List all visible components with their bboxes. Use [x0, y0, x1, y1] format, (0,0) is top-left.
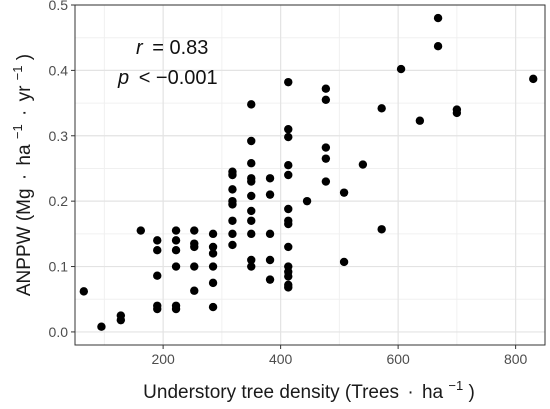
data-point [247, 177, 255, 185]
data-point [228, 185, 236, 193]
data-point [529, 75, 537, 83]
y-axis-title: ANPPW (Mg · ha −1 · yr −1 ) [6, 54, 35, 296]
data-point [284, 171, 292, 179]
data-point [266, 230, 274, 238]
data-point [266, 256, 274, 264]
data-point [266, 275, 274, 283]
data-point [172, 246, 180, 254]
data-point [172, 226, 180, 234]
data-point [377, 104, 385, 112]
data-point [209, 262, 217, 270]
data-point [97, 322, 105, 330]
data-point [190, 226, 198, 234]
data-point [340, 258, 348, 266]
data-point [209, 249, 217, 257]
data-point [228, 171, 236, 179]
data-point [247, 100, 255, 108]
data-point [284, 283, 292, 291]
data-point [247, 137, 255, 145]
data-point [284, 243, 292, 251]
data-point [284, 133, 292, 141]
data-point [266, 174, 274, 182]
y-tick-label: 0.4 [49, 62, 69, 78]
data-point [247, 217, 255, 225]
data-point [284, 125, 292, 133]
data-point [284, 161, 292, 169]
data-point [137, 226, 145, 234]
correlation-annotation: r = 0.83 [136, 37, 208, 59]
data-points [80, 14, 538, 331]
p-symbol: p [117, 67, 129, 89]
x-tick-label: 600 [386, 351, 410, 367]
x-tick-label: 200 [151, 351, 175, 367]
data-point [434, 14, 442, 22]
data-point [172, 262, 180, 270]
y-tick-label: 0.2 [49, 193, 69, 209]
data-point [209, 279, 217, 287]
data-point [397, 65, 405, 73]
data-point [117, 316, 125, 324]
data-point [266, 190, 274, 198]
data-point [284, 205, 292, 213]
data-point [322, 154, 330, 162]
data-point [153, 305, 161, 313]
data-point [228, 200, 236, 208]
data-point [190, 243, 198, 251]
data-point [377, 225, 385, 233]
data-point [153, 246, 161, 254]
r-symbol: r [136, 37, 144, 59]
data-point [228, 217, 236, 225]
data-point [416, 117, 424, 125]
data-point [153, 271, 161, 279]
y-tick-label: 0.3 [49, 128, 69, 144]
data-point [284, 78, 292, 86]
data-point [80, 287, 88, 295]
data-point [303, 197, 311, 205]
data-point [247, 192, 255, 200]
data-point [172, 305, 180, 313]
data-point [322, 177, 330, 185]
data-point [228, 241, 236, 249]
y-axis-ticks: 0.0 0.1 0.2 0.3 0.4 0.5 [49, 0, 75, 340]
data-point [153, 236, 161, 244]
p-value-annotation: p < −0.001 [117, 67, 218, 89]
data-point [247, 159, 255, 167]
data-point [190, 287, 198, 295]
y-tick-label: 0.0 [49, 324, 69, 340]
data-point [228, 230, 236, 238]
data-point [209, 230, 217, 238]
x-tick-label: 800 [504, 351, 528, 367]
p-value: < −0.001 [139, 67, 218, 89]
data-point [247, 262, 255, 270]
data-point [247, 230, 255, 238]
data-point [247, 207, 255, 215]
data-point [453, 109, 461, 117]
x-tick-label: 400 [269, 351, 293, 367]
data-point [172, 236, 180, 244]
data-point [359, 160, 367, 168]
x-axis-ticks: 200 400 600 800 [151, 345, 527, 367]
x-axis-title: Understory tree density (Trees · ha −1 ) [143, 374, 475, 403]
data-point [322, 84, 330, 92]
y-tick-label: 0.1 [49, 259, 69, 275]
data-point [434, 42, 442, 50]
data-point [284, 272, 292, 280]
data-point [209, 303, 217, 311]
data-point [190, 262, 198, 270]
data-point [322, 143, 330, 151]
data-point [340, 188, 348, 196]
r-value: = 0.83 [152, 37, 208, 59]
data-point [322, 96, 330, 104]
data-point [284, 220, 292, 228]
y-tick-label: 0.5 [49, 0, 69, 13]
